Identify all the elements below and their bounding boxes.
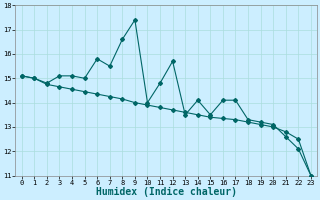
- X-axis label: Humidex (Indice chaleur): Humidex (Indice chaleur): [96, 187, 237, 197]
